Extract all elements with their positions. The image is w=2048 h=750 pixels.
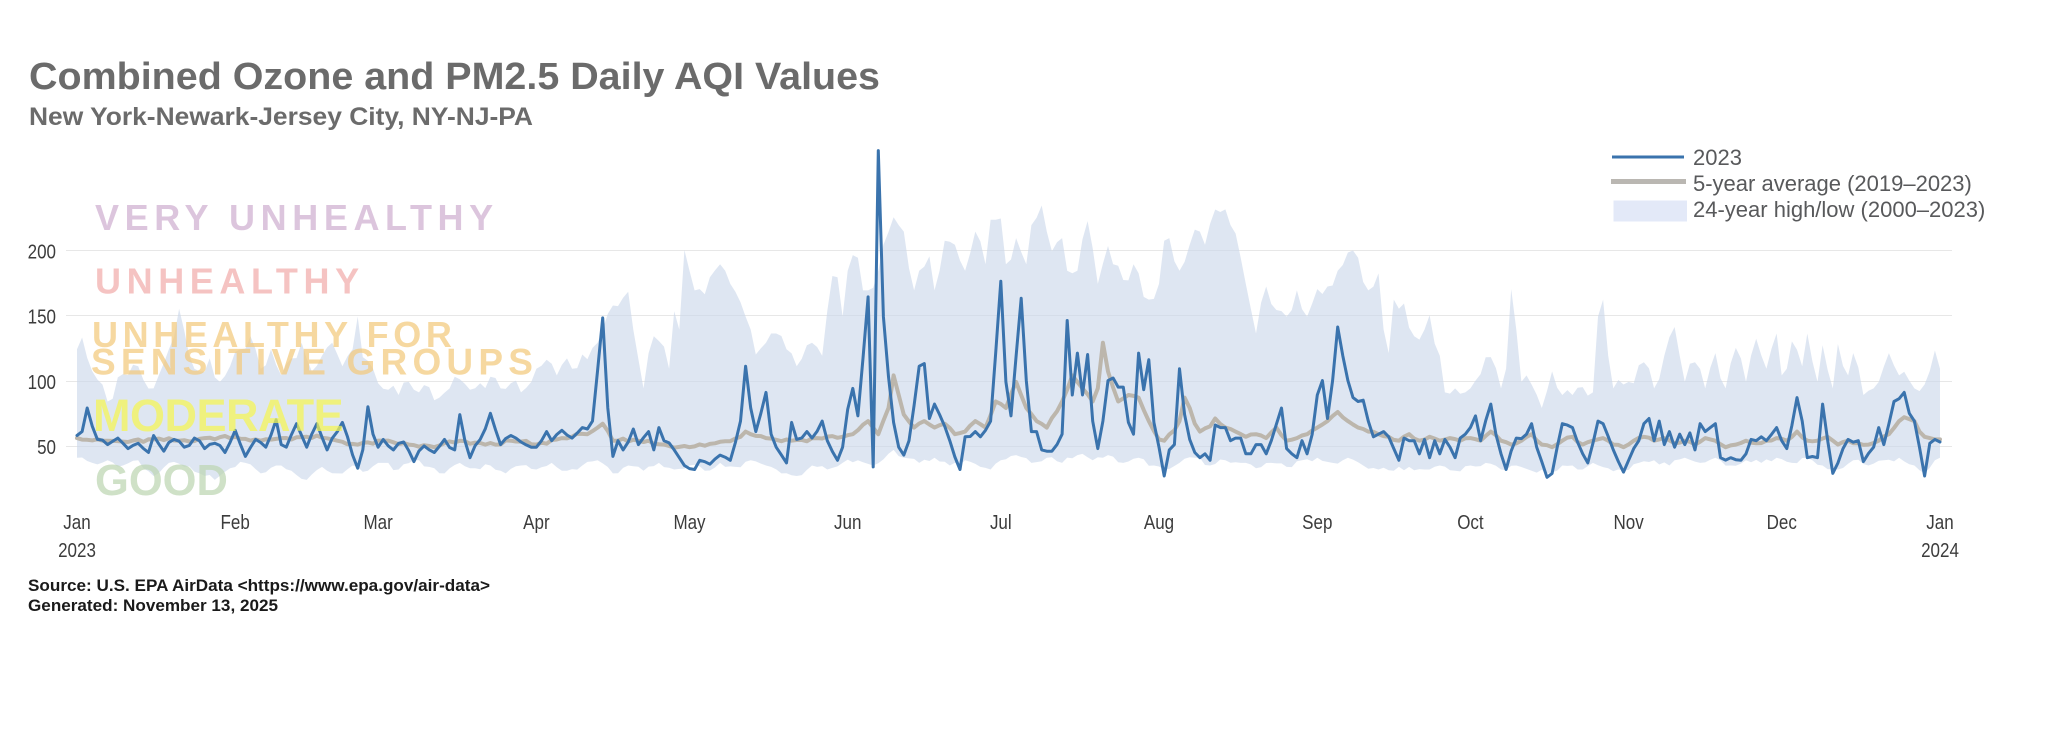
svg-text:UNHEALTHY FOR: UNHEALTHY FOR (92, 314, 456, 355)
svg-text:50: 50 (37, 436, 56, 459)
svg-text:Oct: Oct (1457, 511, 1484, 534)
svg-text:150: 150 (28, 305, 56, 328)
svg-text:Jan: Jan (63, 511, 90, 534)
svg-text:Jun: Jun (834, 511, 861, 534)
svg-text:Source: U.S. EPA AirData <http: Source: U.S. EPA AirData <https://www.ep… (28, 576, 490, 595)
svg-text:Aug: Aug (1144, 511, 1174, 534)
svg-text:Apr: Apr (523, 511, 549, 534)
svg-text:Feb: Feb (221, 511, 250, 534)
svg-text:200: 200 (28, 240, 56, 263)
svg-text:100: 100 (28, 371, 56, 394)
svg-text:24-year high/low (2000–2023): 24-year high/low (2000–2023) (1693, 197, 1985, 222)
svg-text:2024: 2024 (1921, 539, 1959, 562)
svg-text:May: May (673, 511, 706, 534)
svg-text:Jan: Jan (1926, 511, 1953, 534)
svg-text:Combined Ozone and PM2.5 Daily: Combined Ozone and PM2.5 Daily AQI Value… (29, 56, 880, 98)
svg-text:Jul: Jul (990, 511, 1012, 534)
svg-text:VERY UNHEALTHY: VERY UNHEALTHY (95, 197, 499, 238)
svg-text:Dec: Dec (1767, 511, 1797, 534)
svg-text:SENSITIVE GROUPS: SENSITIVE GROUPS (91, 342, 538, 383)
svg-text:New York-Newark-Jersey City, N: New York-Newark-Jersey City, NY-NJ-PA (29, 103, 533, 131)
svg-text:Generated: November 13, 2025: Generated: November 13, 2025 (28, 596, 278, 615)
svg-text:Nov: Nov (1613, 511, 1644, 534)
svg-text:UNHEALTHY: UNHEALTHY (95, 261, 365, 302)
svg-text:Sep: Sep (1302, 511, 1332, 534)
svg-text:MODERATE: MODERATE (93, 390, 343, 441)
svg-text:Mar: Mar (363, 511, 392, 534)
svg-text:2023: 2023 (1693, 145, 1742, 170)
svg-text:2023: 2023 (58, 539, 96, 562)
svg-text:5-year average (2019–2023): 5-year average (2019–2023) (1693, 171, 1972, 196)
svg-text:GOOD: GOOD (95, 457, 228, 505)
